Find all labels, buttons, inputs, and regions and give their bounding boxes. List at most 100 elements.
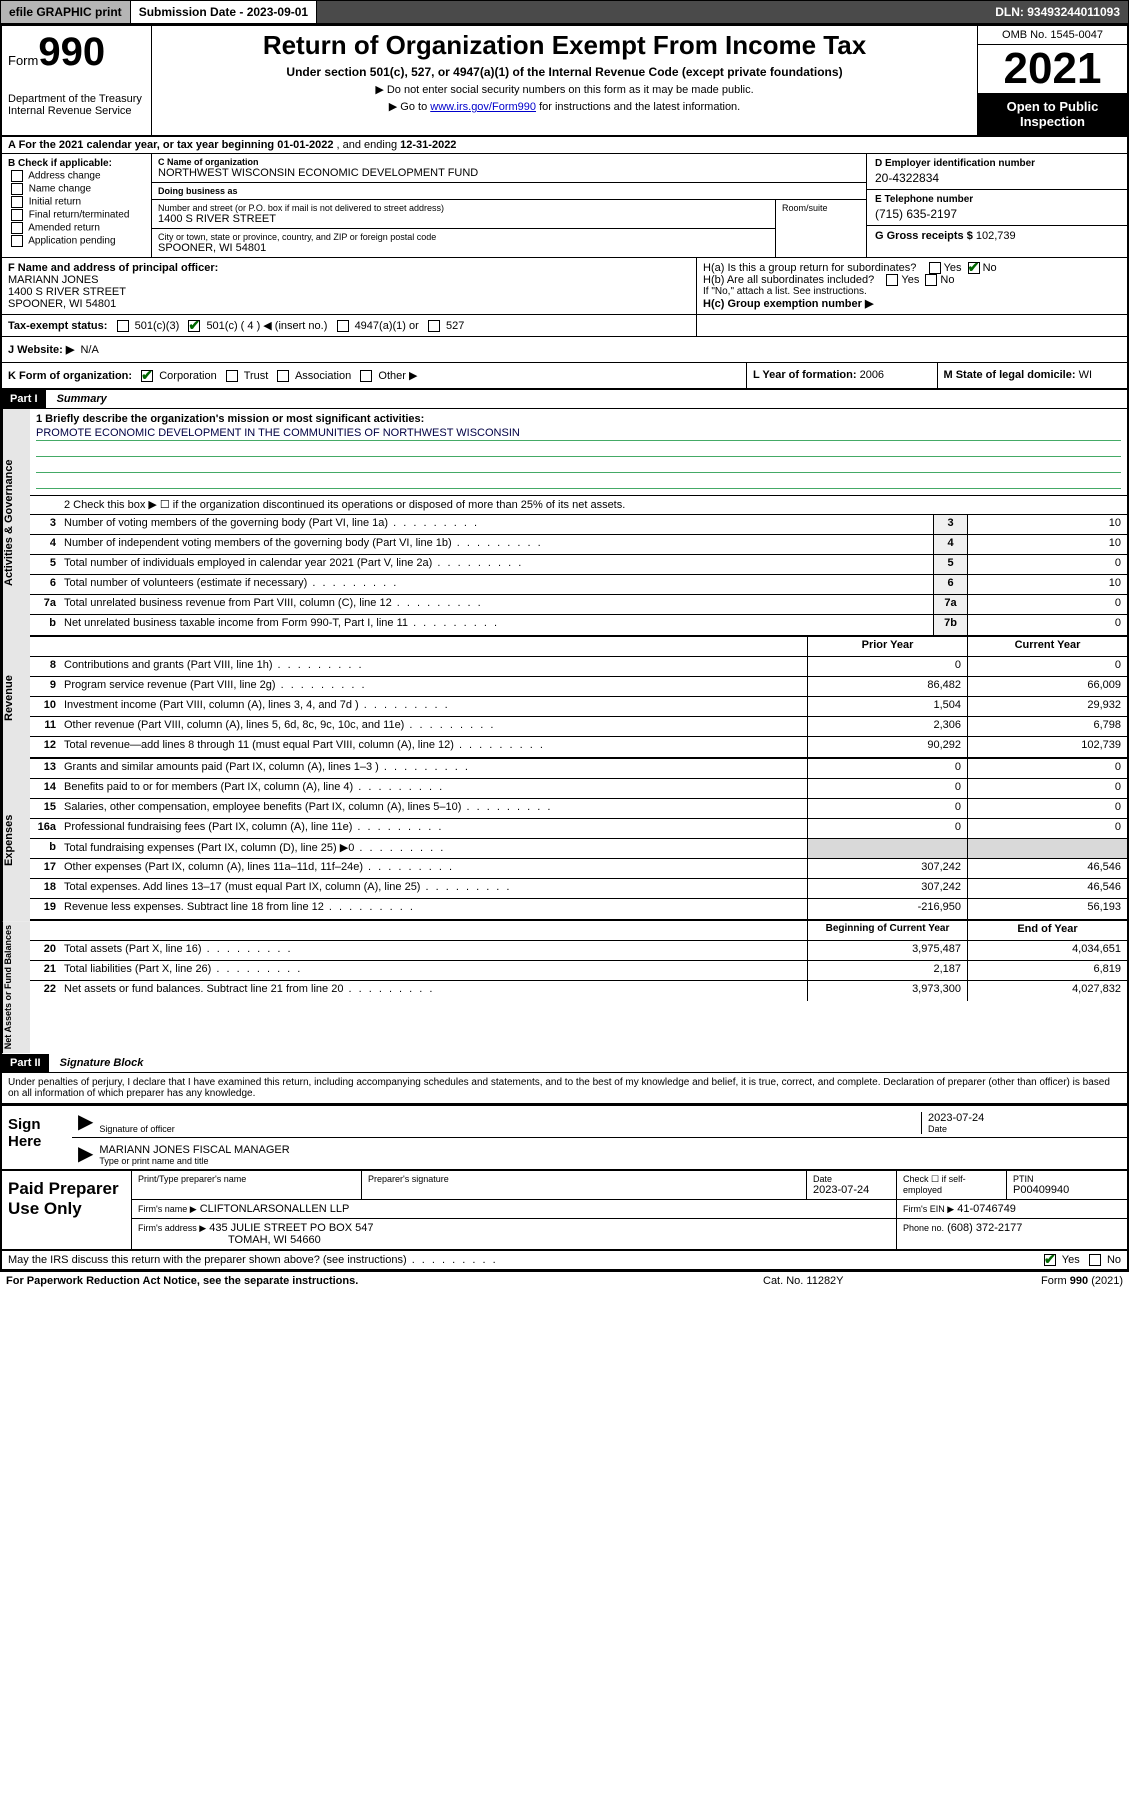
mission-block: 1 Briefly describe the organization's mi… (30, 409, 1127, 495)
mission-line3 (36, 459, 1121, 473)
data-row: 10Investment income (Part VIII, column (… (30, 697, 1127, 717)
footer-cat: Cat. No. 11282Y (763, 1275, 963, 1287)
ein-value: 20-4322834 (875, 171, 1119, 185)
dept-treasury: Department of the Treasury Internal Reve… (8, 93, 145, 117)
gross-lbl: G Gross receipts $ (875, 230, 973, 242)
section-governance: 1 Briefly describe the organization's mi… (30, 409, 1127, 637)
data-row: 15Salaries, other compensation, employee… (30, 799, 1127, 819)
form-number: Form990 (8, 30, 145, 75)
j-lbl: J Website: ▶ (8, 344, 74, 356)
gross-value: 102,739 (976, 230, 1016, 242)
rev-header-row: Prior Year Current Year (30, 637, 1127, 657)
data-row: 16aProfessional fundraising fees (Part I… (30, 819, 1127, 839)
data-row: 9Program service revenue (Part VIII, lin… (30, 677, 1127, 697)
room-suite: Room/suite (776, 200, 866, 257)
side-expenses: Expenses (2, 759, 30, 921)
footer-left: For Paperwork Reduction Act Notice, see … (6, 1275, 763, 1287)
efile-label[interactable]: efile GRAPHIC print (1, 1, 131, 23)
h-b-note: If "No," attach a list. See instructions… (703, 286, 1121, 297)
declare-text: Under penalties of perjury, I declare th… (2, 1073, 1127, 1104)
k-lbl: K Form of organization: (8, 370, 132, 382)
gov-row: bNet unrelated business taxable income f… (30, 615, 1127, 635)
sig-date-cell: 2023-07-24 Date (921, 1112, 1121, 1134)
h-a: H(a) Is this a group return for subordin… (703, 262, 1121, 274)
data-row: 17Other expenses (Part IX, column (A), l… (30, 859, 1127, 879)
part-ii-label: Part II (2, 1054, 49, 1072)
hdr-end: End of Year (967, 921, 1127, 940)
open-public: Open to Public Inspection (978, 93, 1127, 135)
note-goto: Go to www.irs.gov/Form990 for instructio… (160, 100, 969, 113)
side-governance: Activities & Governance (2, 409, 30, 637)
chk-app-pending[interactable]: Application pending (8, 235, 145, 247)
chk-address-change[interactable]: Address change (8, 170, 145, 182)
c-name-lbl: C Name of organization (158, 157, 860, 167)
phone-lbl: E Telephone number (875, 194, 1119, 205)
paid-label: Paid Preparer Use Only (2, 1171, 132, 1249)
form-subtitle: Under section 501(c), 527, or 4947(a)(1)… (160, 65, 969, 79)
chk-initial-return[interactable]: Initial return (8, 196, 145, 208)
hdr-beginning: Beginning of Current Year (807, 921, 967, 940)
chk-final-return[interactable]: Final return/terminated (8, 209, 145, 221)
data-row: 12Total revenue—add lines 8 through 11 (… (30, 737, 1127, 757)
i-lbl: Tax-exempt status: (8, 320, 107, 332)
chk-name-change[interactable]: Name change (8, 183, 145, 195)
h-c-empty (697, 315, 1127, 336)
col-b-checkboxes: B Check if applicable: Address change Na… (2, 154, 152, 257)
city-lbl: City or town, state or province, country… (158, 232, 769, 242)
line-a-tax-year: A For the 2021 calendar year, or tax yea… (2, 137, 1127, 154)
topbar-spacer (317, 1, 987, 23)
chk-amended[interactable]: Amended return (8, 222, 145, 234)
footer: For Paperwork Reduction Act Notice, see … (0, 1272, 1129, 1290)
omb-number: OMB No. 1545-0047 (978, 26, 1127, 45)
: Revenue (2, 637, 30, 759)
city-value: SPOONER, WI 54801 (158, 242, 769, 254)
prep-date: Date2023-07-24 (807, 1171, 897, 1199)
submission-date: Submission Date - 2023-09-01 (131, 1, 317, 23)
data-row: 18Total expenses. Add lines 13–17 (must … (30, 879, 1127, 899)
street-value: 1400 S RIVER STREET (158, 213, 769, 225)
gov-row: 4Number of independent voting members of… (30, 535, 1127, 555)
paid-preparer-block: Paid Preparer Use Only Print/Type prepar… (2, 1171, 1127, 1251)
dba-lbl: Doing business as (158, 186, 860, 196)
irs-link[interactable]: www.irs.gov/Form990 (430, 101, 536, 113)
signature-block: Under penalties of perjury, I declare th… (2, 1073, 1127, 1106)
topbar: efile GRAPHIC print Submission Date - 20… (0, 0, 1129, 24)
data-row: 11Other revenue (Part VIII, column (A), … (30, 717, 1127, 737)
mission-line2 (36, 443, 1121, 457)
sig-arrow-icon: ▶ (78, 1109, 93, 1134)
gov-row: 3Number of voting members of the governi… (30, 515, 1127, 535)
line-2: 2 Check this box ▶ ☐ if the organization… (60, 496, 1127, 514)
part-i-label: Part I (2, 390, 46, 408)
form-header: Form990 Department of the Treasury Inter… (2, 26, 1127, 137)
part-ii-title: Signature Block (52, 1054, 152, 1072)
ein-lbl: D Employer identification number (875, 158, 1119, 169)
data-row: 22Net assets or fund balances. Subtract … (30, 981, 1127, 1001)
section-expenses-wrap: Expenses 13Grants and similar amounts pa… (2, 759, 1127, 921)
section-net-wrap: Net Assets or Fund Balances Beginning of… (2, 921, 1127, 1053)
data-row: 20Total assets (Part X, line 16)3,975,48… (30, 941, 1127, 961)
gov-row: 7aTotal unrelated business revenue from … (30, 595, 1127, 615)
note-ssn: Do not enter social security numbers on … (160, 83, 969, 96)
col-d-right: D Employer identification number 20-4322… (867, 154, 1127, 257)
sign-here-label: Sign Here (2, 1106, 72, 1169)
row-i: Tax-exempt status: 501(c)(3) 501(c) ( 4 … (2, 315, 1127, 337)
mission-line4 (36, 475, 1121, 489)
firm-name: Firm's name ▶ CLIFTONLARSONALLEN LLP (132, 1200, 897, 1218)
row-klm: K Form of organization: Corporation Trus… (2, 363, 1127, 390)
sig-arrow-icon-2: ▶ (78, 1141, 93, 1166)
row-fh: F Name and address of principal officer:… (2, 258, 1127, 315)
officer-addr1: 1400 S RIVER STREET (8, 286, 690, 298)
data-row: 8Contributions and grants (Part VIII, li… (30, 657, 1127, 677)
part-i-title: Summary (49, 390, 115, 408)
hdr-current: Current Year (967, 637, 1127, 656)
dln-label: DLN: 93493244011093 (987, 1, 1128, 23)
firm-addr: Firm's address ▶ 435 JULIE STREET PO BOX… (132, 1219, 897, 1249)
form-990-number: 990 (38, 30, 105, 74)
net-header-row: Beginning of Current Year End of Year (30, 921, 1127, 941)
street-lbl: Number and street (or P.O. box if mail i… (158, 203, 769, 213)
gov-row: 6Total number of volunteers (estimate if… (30, 575, 1127, 595)
sig-name-cell: MARIANN JONES FISCAL MANAGER Type or pri… (99, 1144, 1121, 1166)
firm-phone: Phone no. (608) 372-2177 (897, 1219, 1127, 1249)
prep-check: Check ☐ if self-employed (897, 1171, 1007, 1199)
side-net: Net Assets or Fund Balances (2, 921, 30, 1053)
